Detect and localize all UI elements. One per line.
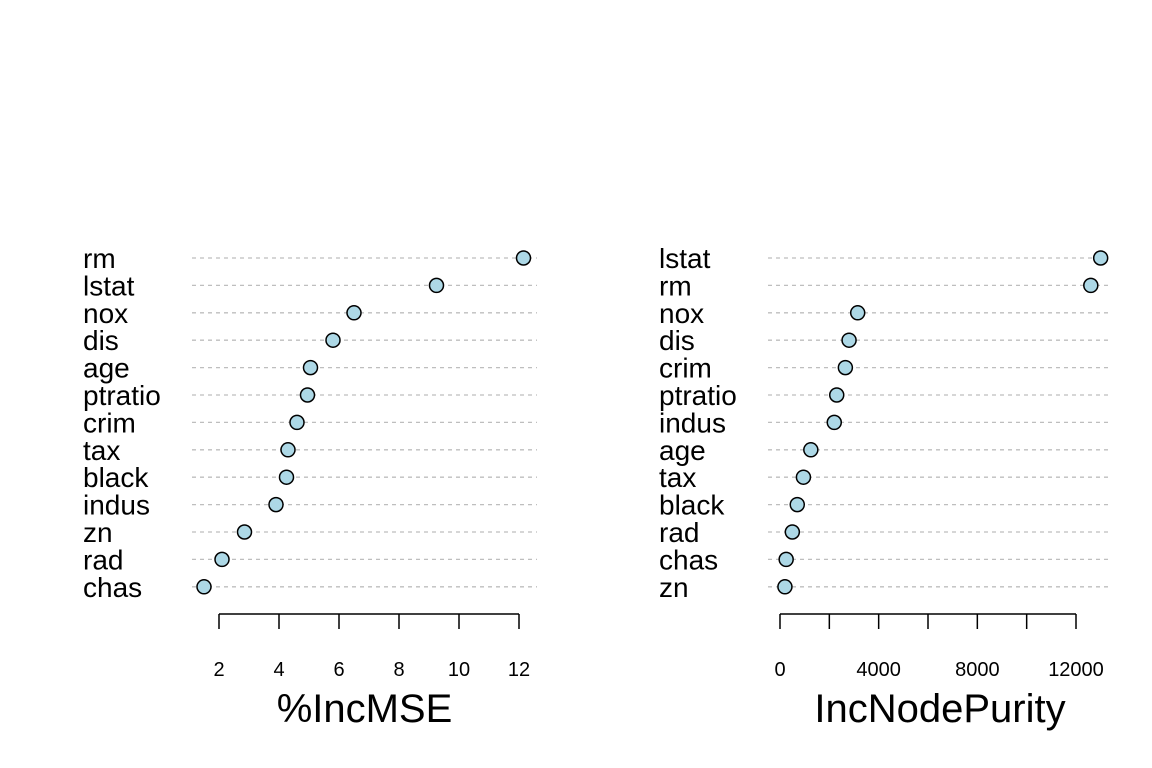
incmse-category-label: zn (83, 517, 113, 548)
incnodepurity-category-label: chas (659, 544, 718, 575)
incmse-point-rad (214, 551, 230, 568)
incnodepurity-point-lstat (1092, 250, 1109, 266)
incmse-point-crim (289, 414, 305, 431)
incmse-point-black (278, 469, 295, 485)
incnodepurity-point-indus (826, 414, 843, 431)
incnodepurity-point-nox (849, 305, 866, 321)
incmse-point-nox (346, 305, 362, 321)
incnodepurity-point-tax (795, 469, 812, 485)
incnodepurity-category-label: ptratio (659, 380, 737, 411)
incmse-tick-label: 12 (508, 659, 530, 681)
incmse-point-ptratio (299, 387, 316, 403)
incmse-tick-label: 8 (393, 659, 404, 681)
incmse-point-chas (196, 579, 212, 595)
incmse-point-tax (280, 442, 296, 458)
incmse-category-label: rad (83, 544, 123, 575)
incmse-category-label: age (83, 353, 130, 384)
incmse-category-label: rm (83, 243, 116, 274)
incnodepurity-category-label: rad (659, 517, 699, 548)
incnodepurity-tick-label: 8000 (955, 659, 1000, 681)
incmse-category-label: crim (83, 407, 136, 438)
incmse-point-indus (268, 496, 284, 513)
incnodepurity-point-zn (777, 579, 793, 595)
incnodepurity-panel: lstatrmnoxdiscrimptratioindusagetaxblack… (659, 243, 1112, 731)
incnodepurity-category-label: dis (659, 325, 695, 356)
incmse-point-age (302, 359, 319, 376)
incmse-category-label: indus (83, 490, 150, 521)
incmse-tick-label: 4 (273, 659, 284, 681)
incnodepurity-tick-label: 12000 (1048, 659, 1104, 681)
incnodepurity-tick-label: 0 (774, 659, 785, 681)
incmse-category-label: black (83, 462, 149, 493)
incnodepurity-point-ptratio (828, 387, 845, 403)
incmse-panel: rmlstatnoxdisageptratiocrimtaxblackindus… (83, 243, 537, 731)
incmse-tick-label: 2 (213, 659, 224, 681)
incnodepurity-tick-label: 4000 (856, 659, 901, 681)
incnodepurity-category-label: crim (659, 353, 712, 384)
incnodepurity-point-rm (1083, 277, 1099, 294)
incnodepurity-point-rad (784, 524, 801, 540)
incmse-category-label: lstat (83, 270, 135, 301)
incnodepurity-category-label: rm (659, 270, 692, 301)
incmse-point-zn (236, 524, 253, 540)
incmse-category-label: tax (83, 435, 120, 466)
incnodepurity-category-label: age (659, 435, 706, 466)
incnodepurity-category-label: lstat (659, 243, 711, 274)
incnodepurity-point-crim (837, 359, 854, 376)
incnodepurity-point-black (789, 496, 806, 513)
incmse-tick-label: 10 (448, 659, 470, 681)
incnodepurity-axis-title: IncNodePurity (814, 687, 1065, 731)
incnodepurity-category-label: nox (659, 298, 704, 329)
incmse-point-lstat (428, 277, 445, 294)
incnodepurity-point-dis (841, 332, 857, 348)
incmse-point-rm (515, 250, 532, 266)
incmse-tick-label: 6 (333, 659, 344, 681)
incnodepurity-category-label: black (659, 490, 725, 521)
incmse-axis-title: %IncMSE (277, 687, 453, 731)
incmse-category-label: dis (83, 325, 119, 356)
incnodepurity-category-label: zn (659, 572, 689, 603)
incnodepurity-point-chas (778, 551, 794, 568)
incmse-category-label: nox (83, 298, 128, 329)
incmse-point-dis (325, 332, 341, 348)
incnodepurity-category-label: tax (659, 462, 696, 493)
incmse-category-label: ptratio (83, 380, 161, 411)
incnodepurity-point-age (803, 442, 819, 458)
incmse-category-label: chas (83, 572, 142, 603)
incnodepurity-category-label: indus (659, 407, 726, 438)
